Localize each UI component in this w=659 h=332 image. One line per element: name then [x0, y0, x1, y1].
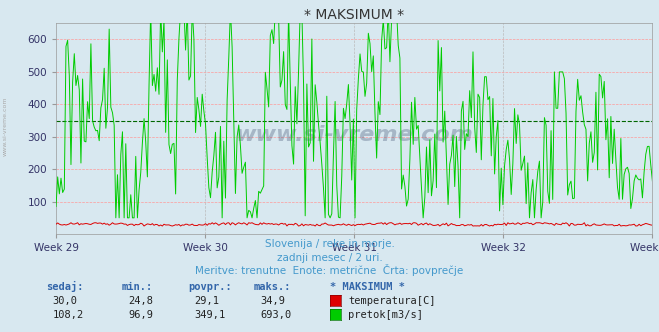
Text: * MAKSIMUM *: * MAKSIMUM * [330, 283, 405, 292]
Text: 349,1: 349,1 [194, 310, 225, 320]
Text: pretok[m3/s]: pretok[m3/s] [348, 310, 423, 320]
Text: 29,1: 29,1 [194, 296, 219, 306]
Text: povpr.:: povpr.: [188, 283, 231, 292]
Text: 96,9: 96,9 [129, 310, 154, 320]
Text: 693,0: 693,0 [260, 310, 291, 320]
Text: Meritve: trenutne  Enote: metrične  Črta: povprečje: Meritve: trenutne Enote: metrične Črta: … [195, 264, 464, 276]
Text: maks.:: maks.: [254, 283, 291, 292]
Text: min.:: min.: [122, 283, 153, 292]
Text: 24,8: 24,8 [129, 296, 154, 306]
Text: temperatura[C]: temperatura[C] [348, 296, 436, 306]
Text: www.si-vreme.com: www.si-vreme.com [235, 125, 473, 145]
Text: www.si-vreme.com: www.si-vreme.com [3, 96, 8, 156]
Text: sedaj:: sedaj: [46, 282, 84, 292]
Text: 108,2: 108,2 [53, 310, 84, 320]
Title: * MAKSIMUM *: * MAKSIMUM * [304, 8, 404, 22]
Text: zadnji mesec / 2 uri.: zadnji mesec / 2 uri. [277, 253, 382, 263]
Text: Slovenija / reke in morje.: Slovenija / reke in morje. [264, 239, 395, 249]
Text: 34,9: 34,9 [260, 296, 285, 306]
Text: 30,0: 30,0 [53, 296, 78, 306]
